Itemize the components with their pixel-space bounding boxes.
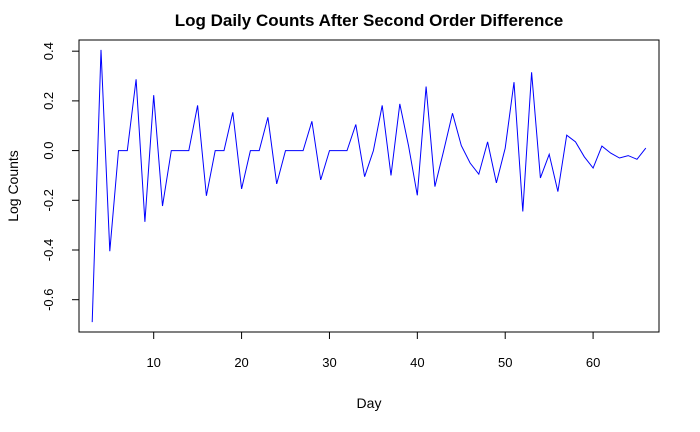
plot-frame	[78, 39, 660, 333]
x-tick-label: 20	[234, 355, 248, 370]
y-axis-label: Log Counts	[5, 150, 21, 222]
y-tick-label: 0.4	[41, 42, 56, 60]
x-axis-label: Day	[357, 395, 382, 411]
y-tick-label: 0.0	[41, 142, 56, 160]
x-axis: 10 20 30 40 50 60	[146, 332, 600, 370]
chart-title: Log Daily Counts After Second Order Diff…	[175, 11, 564, 30]
x-tick-label: 60	[586, 355, 600, 370]
y-tick-label: -0.6	[41, 288, 56, 310]
y-tick-label: -0.4	[41, 239, 56, 261]
x-tick-label: 30	[322, 355, 336, 370]
x-tick-label: 10	[146, 355, 160, 370]
plot-area	[91, 49, 647, 323]
series-line	[91, 49, 647, 323]
y-tick-label: -0.2	[41, 189, 56, 211]
y-axis: -0.6 -0.4 -0.2 0.0 0.2 0.4	[41, 42, 79, 311]
x-tick-label: 40	[410, 355, 424, 370]
y-tick-label: 0.2	[41, 92, 56, 110]
x-tick-label: 50	[498, 355, 512, 370]
